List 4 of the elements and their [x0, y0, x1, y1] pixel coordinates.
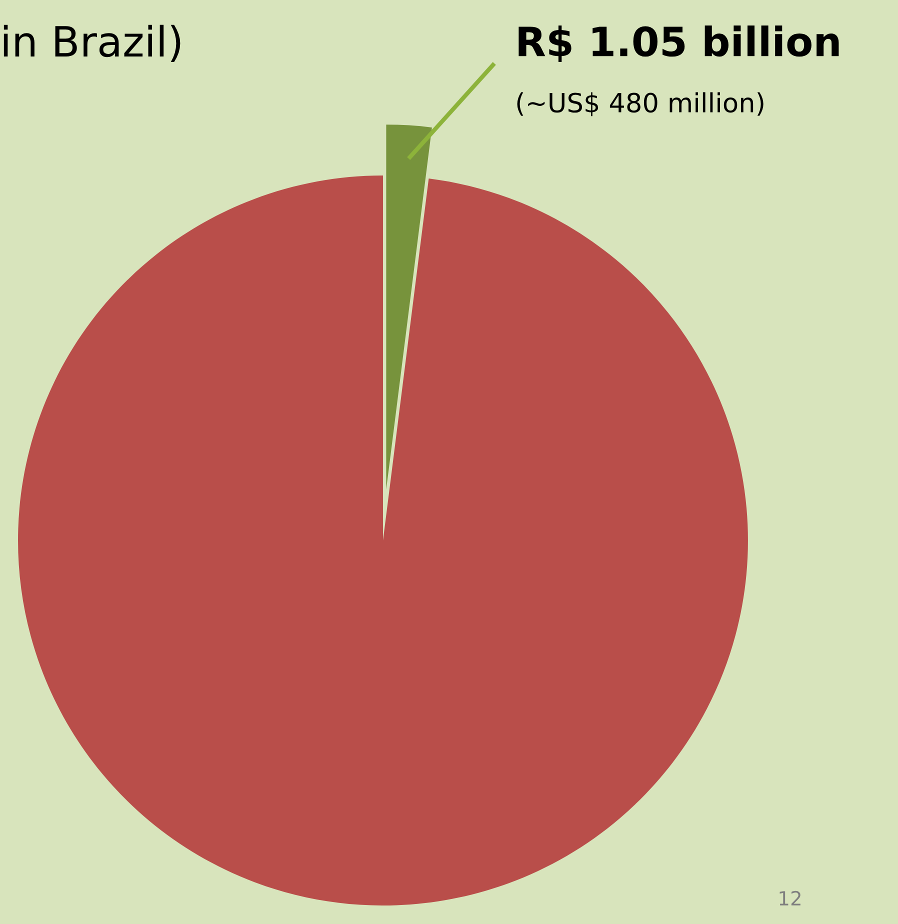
chart-title: in Brazil)	[4, 24, 180, 62]
text: (~US$ 480 million)	[517, 92, 764, 116]
text: 12	[780, 890, 800, 906]
text: R$ 1.05 billion	[518, 26, 839, 62]
